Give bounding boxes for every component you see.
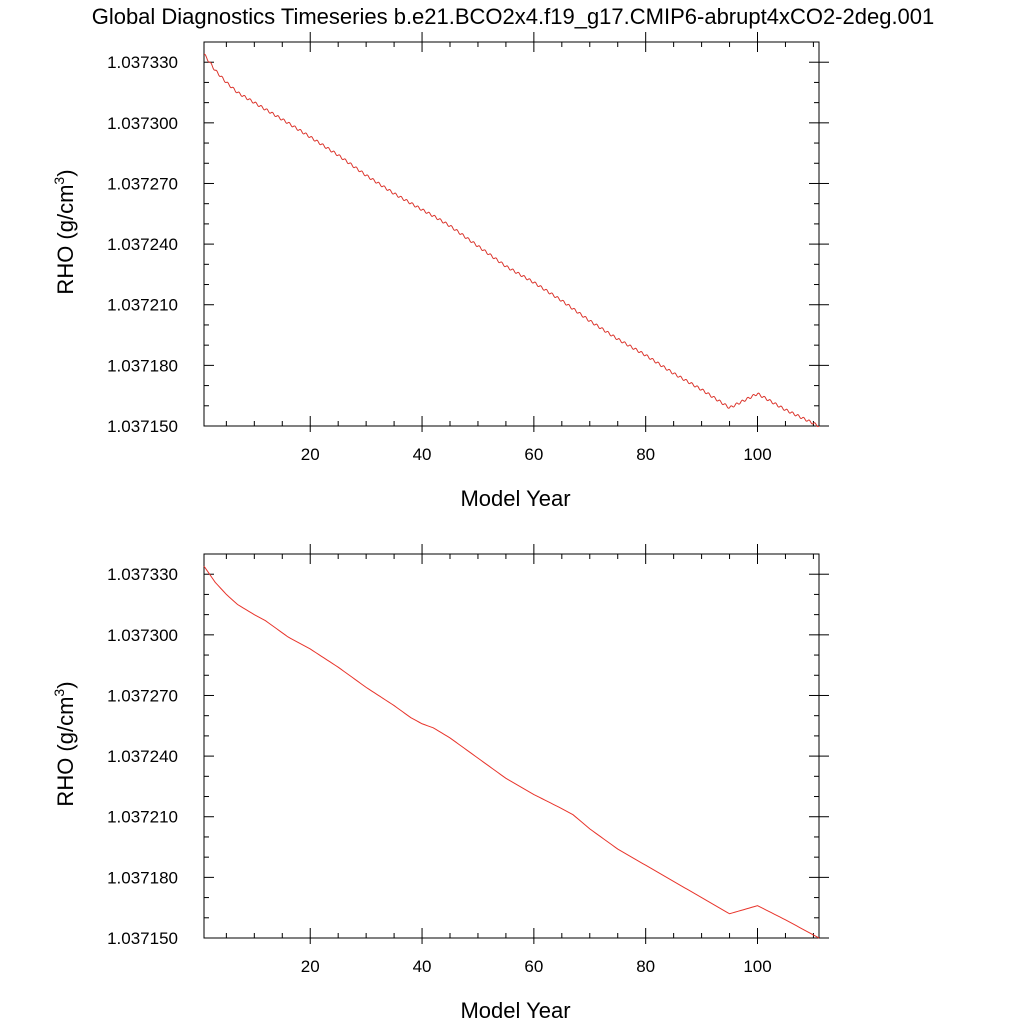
y-tick-label: 1.037240 (107, 747, 178, 766)
y-axis-title: RHO (g/cm3) (51, 681, 78, 806)
y-tick-label: 1.037270 (107, 686, 178, 705)
y-tick-label: 1.037210 (107, 808, 178, 827)
y-tick-label: 1.037330 (107, 53, 178, 72)
y-tick-label: 1.037150 (107, 417, 178, 436)
x-tick-label: 100 (743, 445, 771, 464)
y-tick-label: 1.037300 (107, 626, 178, 645)
series-line-shadow (203, 53, 820, 428)
y-axis-title: RHO (g/cm3) (51, 169, 78, 294)
y-axis-title-close: ) (53, 681, 78, 688)
y-tick-label: 1.037210 (107, 296, 178, 315)
y-axis-title-main: RHO (g/cm (53, 697, 78, 807)
y-tick-label: 1.037270 (107, 174, 178, 193)
y-axis-title-superscript: 3 (51, 689, 67, 697)
plot-frame (203, 553, 820, 939)
y-tick-label: 1.037300 (107, 114, 178, 133)
x-tick-label: 80 (636, 445, 655, 464)
figure-title: Global Diagnostics Timeseries b.e21.BCO2… (92, 4, 935, 29)
chart-panel-top: 20 40 60 80 100 1.037150 1.037180 1.037210 1.037… (51, 32, 829, 511)
x-tick-label: 20 (301, 445, 320, 464)
x-tick-label: 60 (524, 957, 543, 976)
x-axis-title: Model Year (460, 486, 570, 511)
y-tick-label: 1.037240 (107, 235, 178, 254)
x-tick-label: 60 (524, 445, 543, 464)
x-axis-title: Model Year (460, 998, 570, 1023)
y-tick-label: 1.037150 (107, 929, 178, 948)
series-line (203, 53, 820, 428)
y-tick-label: 1.037180 (107, 356, 178, 375)
plot-frame (203, 41, 820, 427)
y-tick-label: 1.037180 (107, 868, 178, 887)
x-tick-label: 40 (413, 957, 432, 976)
y-axis-title-main: RHO (g/cm (53, 185, 78, 295)
x-tick-label: 80 (636, 957, 655, 976)
y-axis-title-close: ) (53, 169, 78, 176)
y-axis-title-superscript: 3 (51, 177, 67, 185)
series-line (203, 565, 820, 939)
x-tick-label: 20 (301, 957, 320, 976)
x-tick-label: 40 (413, 445, 432, 464)
y-tick-label: 1.037330 (107, 565, 178, 584)
x-tick-label: 100 (743, 957, 771, 976)
chart-panel-bottom: 20 40 60 80 100 1.037150 1.037180 1.037210 1.037… (51, 544, 829, 1023)
